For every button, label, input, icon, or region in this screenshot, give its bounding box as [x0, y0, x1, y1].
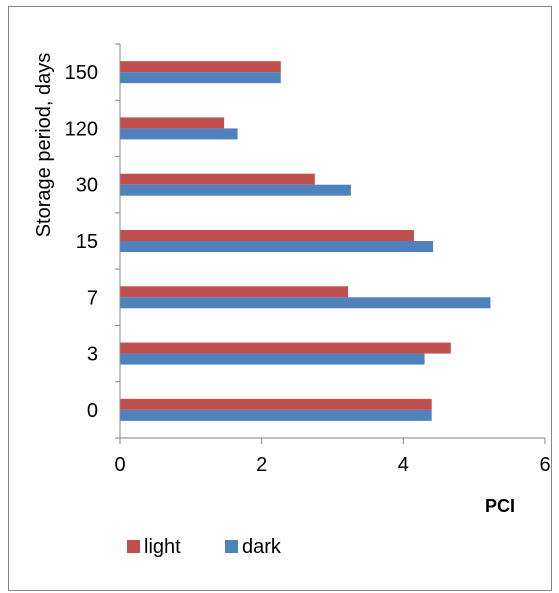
x-tick-label-2: 2: [256, 454, 267, 476]
y-axis-title: Storage period, days: [33, 53, 55, 238]
legend: light dark: [127, 536, 282, 558]
y-tick-label-120: 120: [65, 118, 98, 140]
legend-swatch-light: [127, 540, 140, 553]
bar-dark-0: [120, 410, 432, 421]
bar-light-7: [120, 286, 348, 297]
y-tick-label-30: 30: [76, 175, 98, 197]
bar-light-0: [120, 399, 432, 410]
y-tick-label-3: 3: [87, 344, 98, 366]
x-tick-label-4: 4: [398, 454, 409, 476]
labels-layer: PCI Storage period, days: [33, 53, 515, 516]
bar-dark-120: [120, 128, 238, 139]
y-tick-label-150: 150: [65, 62, 98, 84]
bars-layer: [120, 61, 490, 421]
bar-light-15: [120, 230, 414, 241]
y-tick-label-0: 0: [87, 400, 98, 422]
bar-light-150: [120, 61, 281, 72]
x-tick-label-0: 0: [114, 454, 125, 476]
y-tick-label-15: 15: [76, 231, 98, 253]
legend-swatch-dark: [225, 540, 238, 553]
bar-dark-3: [120, 354, 425, 365]
y-tick-label-7: 7: [87, 287, 98, 309]
bar-light-3: [120, 343, 451, 354]
bar-dark-15: [120, 241, 433, 252]
bar-light-120: [120, 117, 224, 128]
bar-dark-30: [120, 185, 351, 196]
x-tick-label-6: 6: [539, 454, 550, 476]
bar-light-30: [120, 174, 315, 185]
legend-label-dark: dark: [242, 536, 282, 558]
bar-dark-7: [120, 297, 490, 308]
legend-label-light: light: [144, 536, 181, 558]
bar-dark-150: [120, 72, 281, 83]
x-axis-title: PCI: [485, 496, 515, 516]
